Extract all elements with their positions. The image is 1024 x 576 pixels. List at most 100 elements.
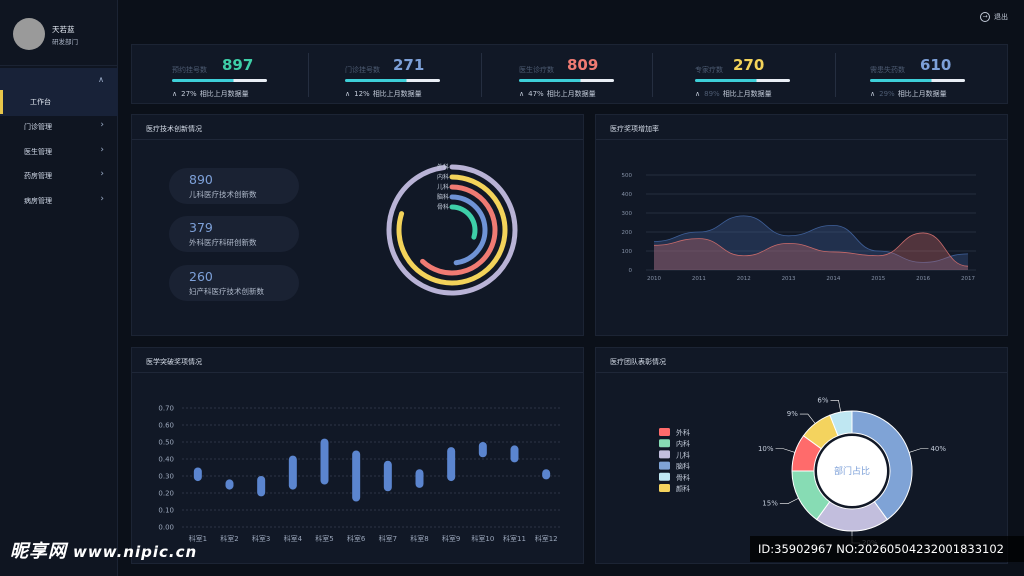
legend-swatch [659,461,670,470]
trend-text: 相比上月数据量 [722,90,772,98]
panel-divider [596,372,1007,373]
stat-label: 需患失药数 [870,66,905,74]
logout-icon: → [980,12,990,22]
stat-divider [308,53,309,97]
y-tick-label: 0.40 [158,456,174,464]
y-tick-label: 0.00 [158,524,174,532]
stats-panel: 预约挂号数 897 ∧ 27% 相比上月数据量 门诊挂号数 271 ∧ 12% 相比上月… [131,44,1008,104]
radial-bar [420,184,498,276]
sidebar-item-label: 门诊管理 [24,123,52,131]
x-tick-label: 2017 [961,276,975,282]
pie-slice [829,410,853,437]
legend-label: 骨科 [676,473,690,482]
x-tick-label: 科室10 [471,534,494,543]
x-tick-label: 科室12 [535,534,558,543]
x-tick-label: 2014 [826,276,840,282]
y-tick-label: 0.50 [158,439,174,447]
watermark-brand: 昵享网 [10,541,67,562]
award-growth-panel: 医疗奖项增加率 单位：万0100200300400500201020112012… [595,114,1008,336]
breakthrough-panel: 医学突破奖项情况 0.00 0.10 0.20 0.30 0.40 0.50 0.60 0.7… [131,347,584,564]
chevron-right-icon: › [100,194,104,204]
panel-title: 医疗团队表彰情况 [610,358,666,366]
chevron-right-icon: › [100,120,104,130]
x-tick-label: 科室1 [189,534,207,543]
slice-label: 15% [762,500,778,508]
stat-card: 专家疗数 270 ∧ 89% 相比上月数据量 [695,53,855,98]
donut-center-label: 部门占比 [834,465,870,477]
panel-title: 医疗技术创新情况 [146,125,202,133]
x-tick-label: 2016 [916,276,930,282]
sidebar-item-workbench[interactable]: 工作台 [0,90,118,114]
range-bar [415,469,424,488]
trend-pct: 27% [181,90,197,98]
radial-label: 外科 [437,163,449,171]
pill-number: 890 [189,172,213,187]
area-chart: 单位：万010020030040050020102011201220132014… [622,173,976,282]
stat-card: 预约挂号数 897 ∧ 27% 相比上月数据量 [172,53,332,98]
sidebar-item-doctor[interactable]: 医生管理 › [0,142,118,162]
x-tick-label: 2015 [871,276,885,282]
panel-title: 医学突破奖项情况 [146,358,202,366]
leader-line [779,497,799,504]
stat-progress-bar [345,79,440,82]
stat-progress-bar [172,79,267,82]
sidebar-item-pharmacy[interactable]: 药房管理 › [0,166,118,186]
trend-pct: 12% [354,90,370,98]
leader-line [830,399,842,413]
area-fill [654,232,968,270]
stat-progress-bar [695,79,790,82]
stat-value: 809 [567,56,599,74]
stat-label: 门诊挂号数 [345,66,380,74]
chevron-up-icon[interactable]: ∧ [98,75,104,84]
y-tick-label: 0.30 [158,473,174,481]
chevron-right-icon: › [100,169,104,179]
x-tick-label: 2011 [692,276,706,282]
avatar[interactable] [13,18,45,50]
legend-label: 颜科 [676,484,690,493]
user-dept: 研发部门 [52,38,78,46]
user-profile[interactable]: 天若蓝 研发部门 [0,0,118,66]
sidebar-item-label: 药房管理 [24,172,52,180]
radial-bar [449,194,488,266]
pie-slice [816,501,888,532]
pill-desc: 儿科医疗技术创新数 [189,190,257,199]
x-tick-label: 科室8 [410,534,428,543]
panel-divider [132,372,583,373]
user-name: 天若蓝 [52,25,75,34]
y-tick-label: 0.20 [158,490,174,498]
pill-number: 260 [189,269,213,284]
stat-card: 需患失药数 610 ∧ 29% 相比上月数据量 [870,53,1024,98]
trend-text: 相比上月数据量 [199,90,249,98]
logout-button[interactable]: → 退出 [980,12,1008,22]
arrow-up-icon: ∧ [519,90,525,98]
watermark-site: www.nipic.cn [73,543,198,561]
sidebar: 天若蓝 研发部门 ∧ 工作台 门诊管理 › 医生管理 › 药房管理 › 病房管理… [0,0,118,576]
stat-value: 271 [393,56,425,74]
team-panel: 医疗团队表彰情况 40%20%15%10%9%6%部门占比外科内科儿科脑科骨科颜… [595,347,1008,564]
x-tick-label: 2012 [737,276,751,282]
range-bar [257,476,266,497]
legend-swatch [659,439,670,448]
innovation-pill: 890 儿科医疗技术创新数 [169,168,299,204]
sidebar-item-ward[interactable]: 病房管理 › [0,191,118,211]
range-bar [193,467,202,482]
range-bar [478,442,487,458]
pie-slice [851,410,913,521]
leader-line [775,448,796,453]
trend-text: 相比上月数据量 [372,90,422,98]
stat-divider [835,53,836,97]
arrow-up-icon: ∧ [695,90,701,98]
stat-card: 医生诊疗数 809 ∧ 47% 相比上月数据量 [519,53,679,98]
range-bar [352,450,361,502]
x-tick-label: 科室3 [252,534,270,543]
area-line [653,215,969,263]
stat-trend: ∧ 12% 相比上月数据量 [345,89,422,99]
stat-divider [481,53,482,97]
range-bar [383,460,392,492]
stat-progress-bar [519,79,614,82]
sidebar-item-outpatient[interactable]: 门诊管理 › [0,117,118,137]
legend-swatch [659,450,670,459]
nav-group-workbench: ∧ 工作台 [0,68,118,116]
area-line [653,232,969,267]
y-tick-label: 0.10 [158,507,174,515]
